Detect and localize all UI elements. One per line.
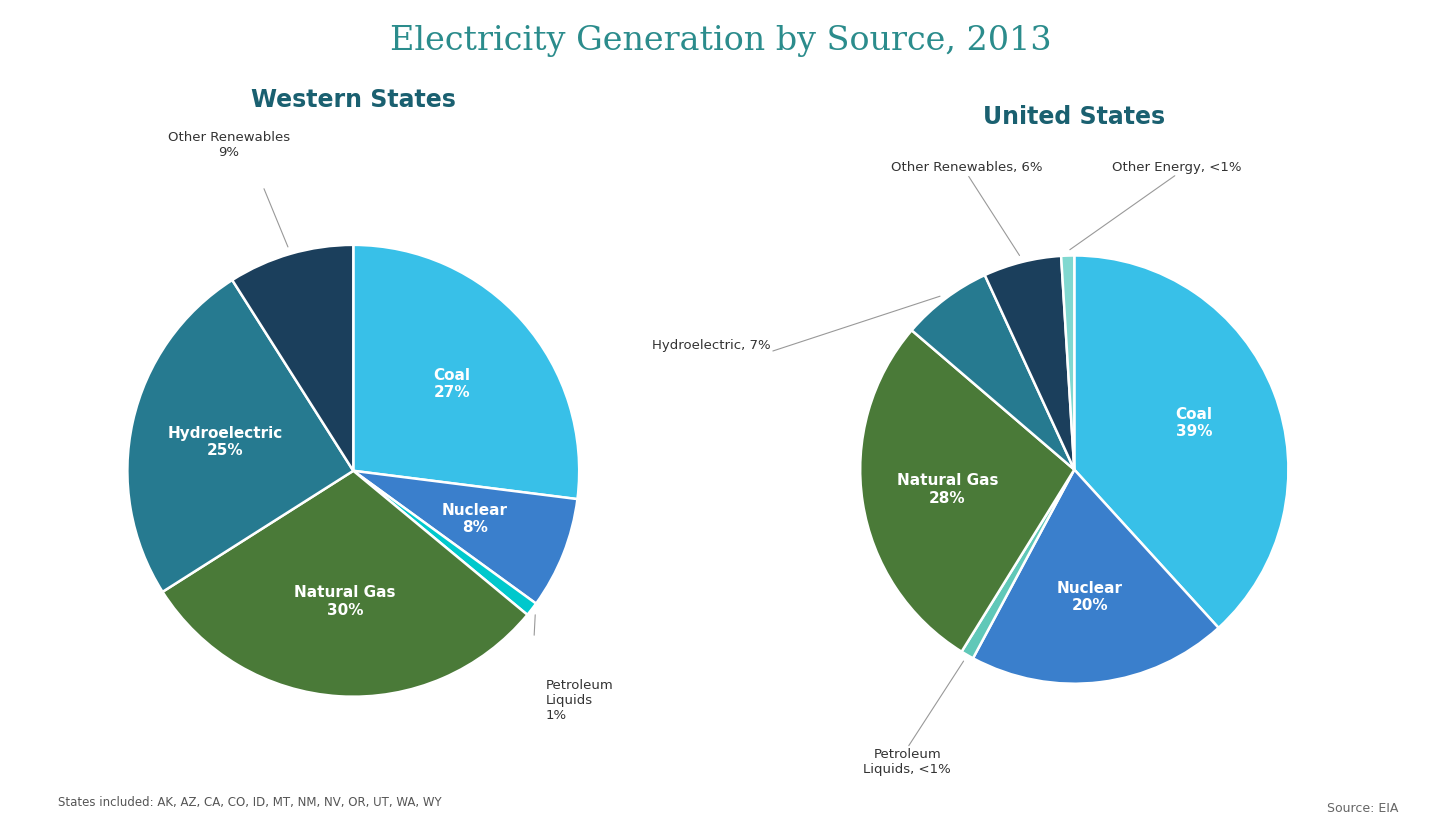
Wedge shape: [861, 330, 1074, 652]
Text: Coal
27%: Coal 27%: [433, 368, 470, 400]
Text: Nuclear
8%: Nuclear 8%: [443, 503, 508, 535]
Text: Other Renewables
9%: Other Renewables 9%: [167, 131, 290, 159]
Wedge shape: [1061, 256, 1074, 470]
Text: Coal
39%: Coal 39%: [1175, 407, 1213, 439]
Text: Electricity Generation by Source, 2013: Electricity Generation by Source, 2013: [391, 25, 1051, 57]
Title: United States: United States: [983, 105, 1165, 129]
Wedge shape: [353, 245, 580, 499]
Title: Western States: Western States: [251, 88, 456, 112]
Text: Petroleum
Liquids, <1%: Petroleum Liquids, <1%: [864, 748, 952, 776]
Text: Source: EIA: Source: EIA: [1328, 802, 1399, 815]
Wedge shape: [353, 471, 577, 603]
Wedge shape: [911, 275, 1074, 470]
Text: Natural Gas
30%: Natural Gas 30%: [294, 585, 395, 618]
Text: States included: AK, AZ, CA, CO, ID, MT, NM, NV, OR, UT, WA, WY: States included: AK, AZ, CA, CO, ID, MT,…: [58, 796, 441, 809]
Wedge shape: [232, 245, 353, 471]
Wedge shape: [962, 470, 1074, 658]
Text: Hydroelectric, 7%: Hydroelectric, 7%: [652, 339, 770, 352]
Wedge shape: [127, 280, 353, 592]
Wedge shape: [973, 470, 1218, 684]
Text: Natural Gas
28%: Natural Gas 28%: [897, 473, 998, 505]
Text: Petroleum
Liquids
1%: Petroleum Liquids 1%: [545, 679, 613, 721]
Wedge shape: [353, 471, 536, 615]
Wedge shape: [985, 256, 1074, 470]
Text: Other Renewables, 6%: Other Renewables, 6%: [891, 161, 1043, 174]
Text: Other Energy, <1%: Other Energy, <1%: [1112, 161, 1242, 174]
Wedge shape: [1074, 256, 1288, 627]
Wedge shape: [163, 471, 528, 696]
Text: Hydroelectric
25%: Hydroelectric 25%: [167, 426, 283, 458]
Text: Nuclear
20%: Nuclear 20%: [1057, 581, 1123, 613]
